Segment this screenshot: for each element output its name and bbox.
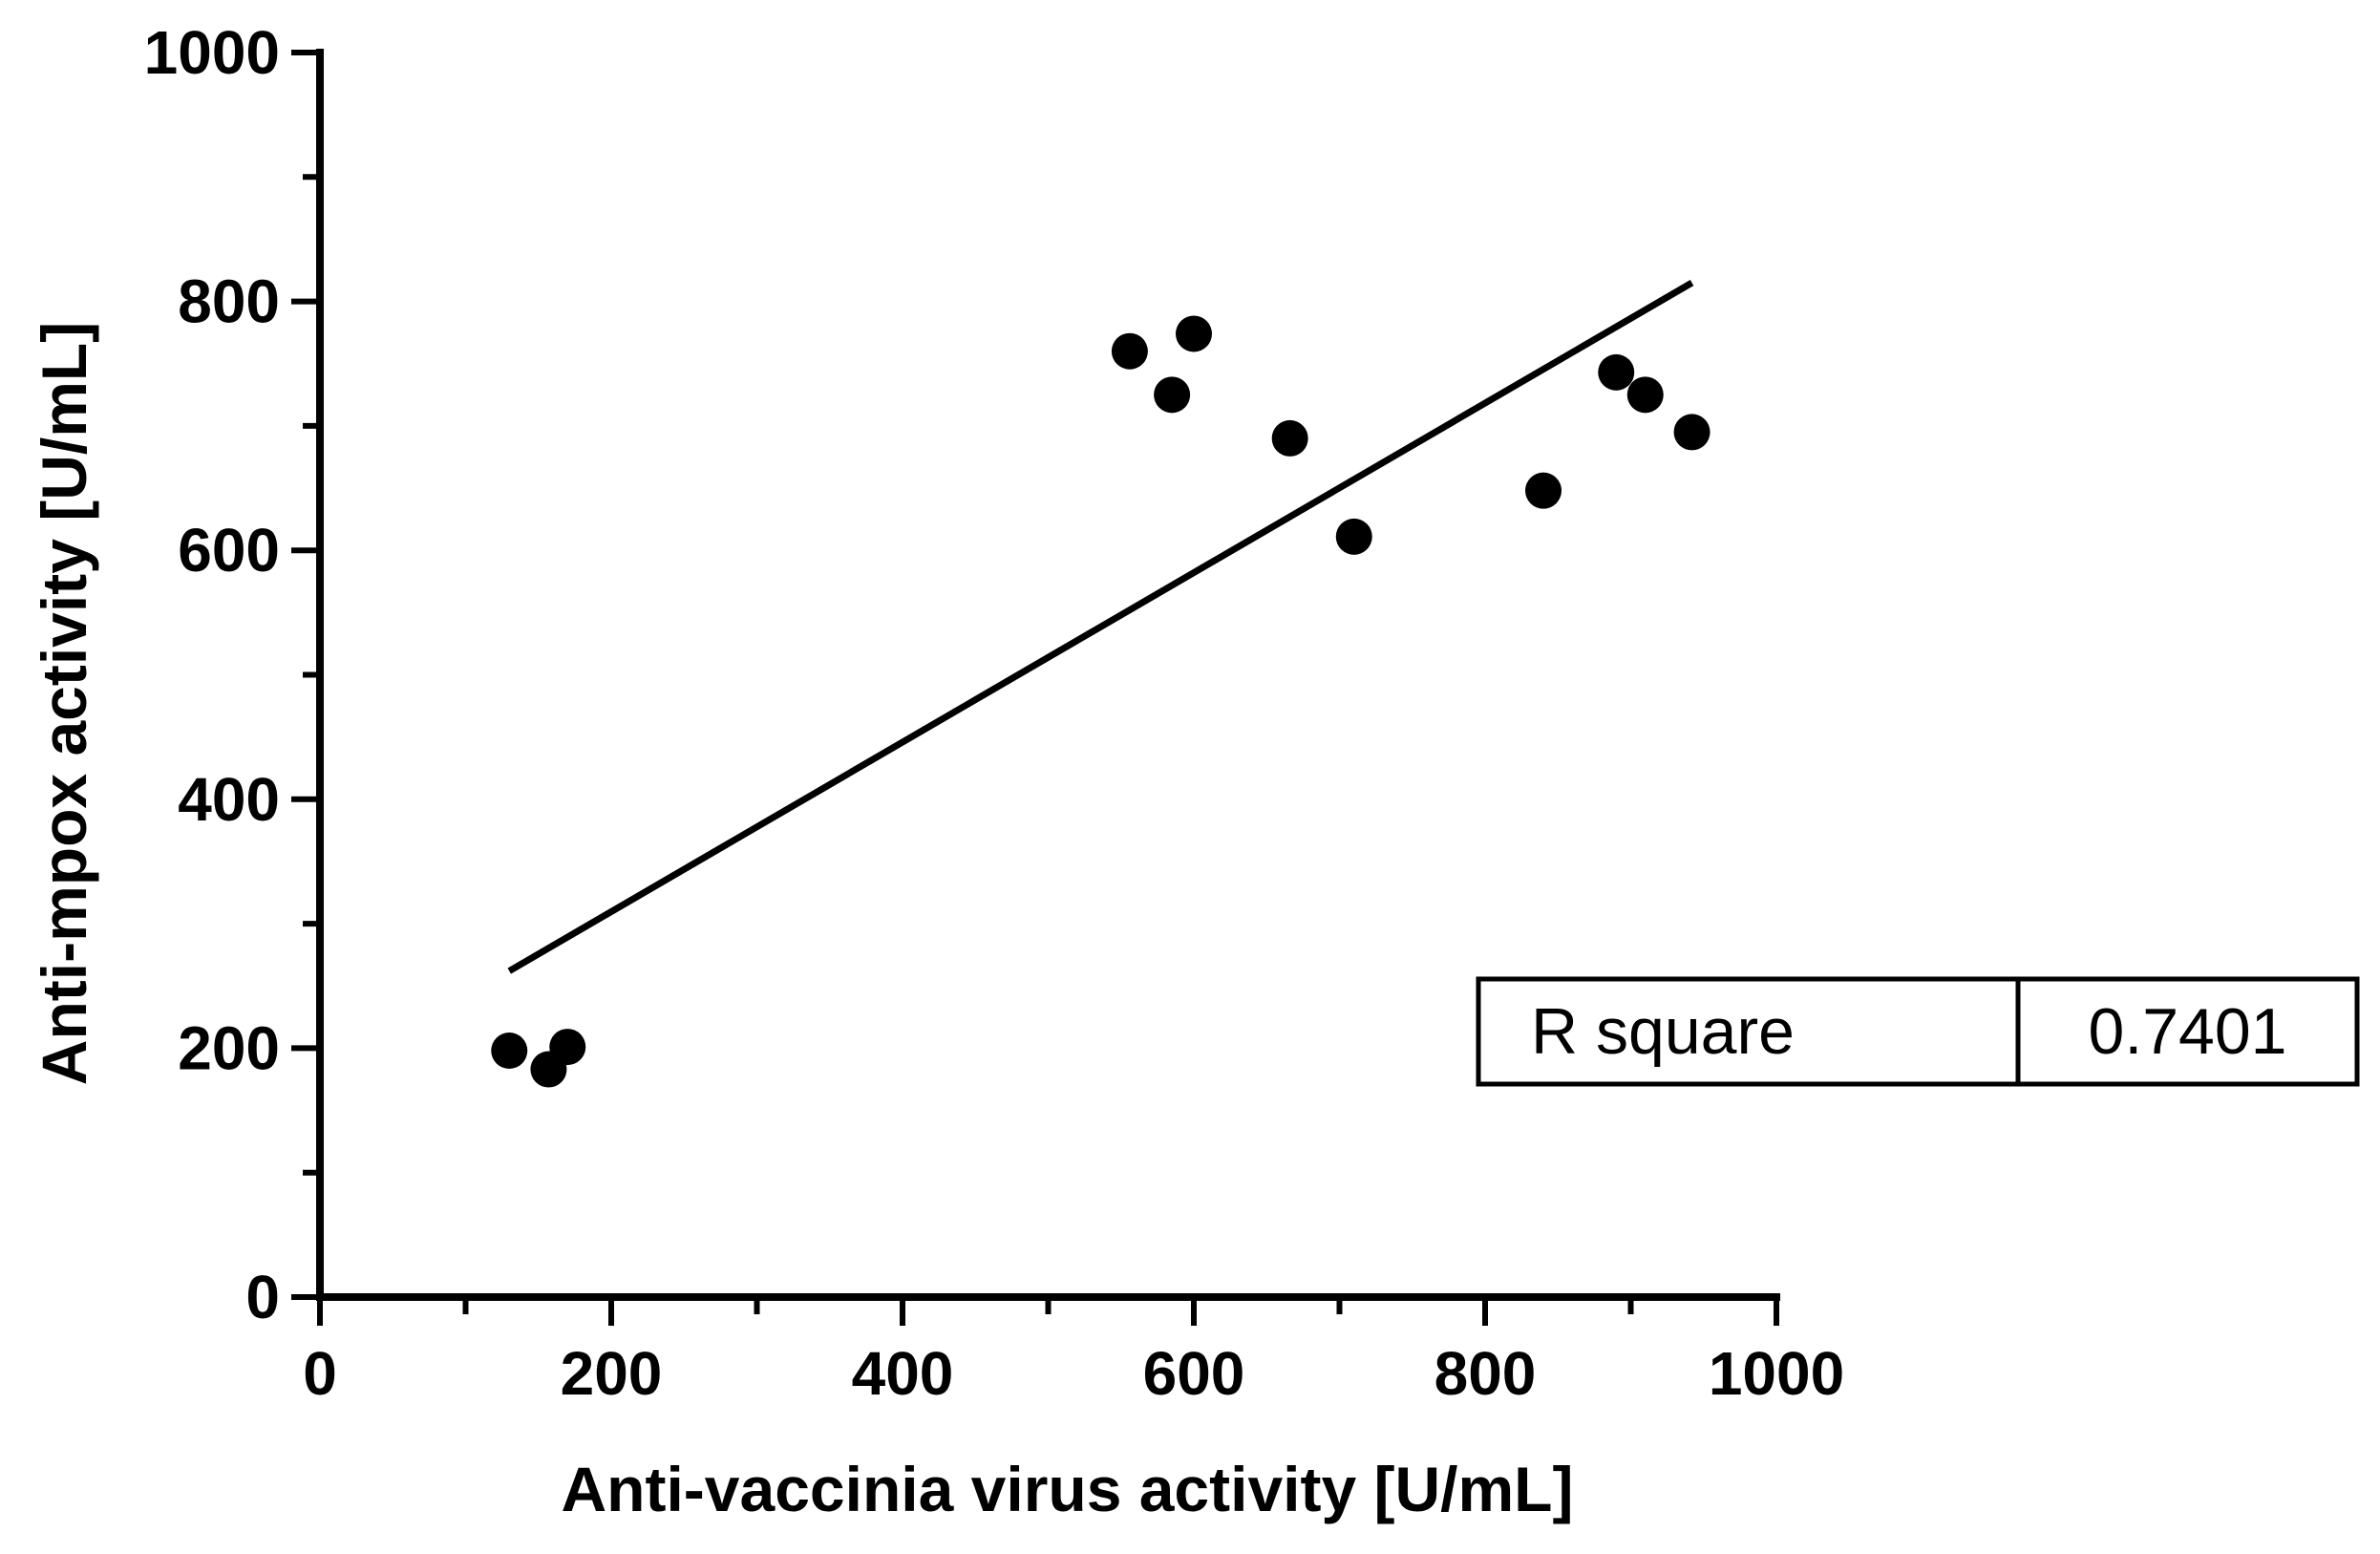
data-point (1335, 518, 1372, 555)
y-axis-ticks: 0 200 400 600 800 1000 (144, 18, 320, 1331)
data-point (1111, 332, 1148, 370)
data-point (549, 1029, 586, 1066)
y-tick-label: 600 (178, 516, 280, 585)
y-tick-label: 400 (178, 765, 280, 834)
x-tick-label: 200 (561, 1339, 663, 1408)
data-point (1626, 376, 1664, 414)
x-tick-label: 800 (1434, 1339, 1537, 1408)
data-points (491, 315, 1711, 1088)
data-point (1598, 353, 1635, 391)
axes (316, 49, 1780, 1301)
data-point (1176, 315, 1212, 352)
r-square-value: 0.7401 (2089, 995, 2287, 1068)
x-tick-label: 0 (303, 1339, 337, 1408)
data-point (491, 1032, 528, 1070)
data-point (1525, 472, 1562, 509)
x-tick-label: 400 (852, 1339, 954, 1408)
y-axis-title: Anti-mpox activity [U/mL] (29, 322, 99, 1085)
r-square-table-border (1476, 976, 2360, 1087)
r-square-table: R square 0.7401 (1476, 976, 2360, 1087)
x-axis-ticks: 0 200 400 600 800 1000 (303, 1297, 1844, 1408)
data-point (1673, 414, 1711, 451)
y-tick-label: 200 (178, 1013, 280, 1082)
y-tick-label: 1000 (144, 18, 280, 87)
data-point (1154, 376, 1191, 414)
x-tick-label: 600 (1143, 1339, 1245, 1408)
x-tick-label: 1000 (1709, 1339, 1844, 1408)
y-tick-label: 800 (178, 267, 280, 336)
regression-line (507, 280, 1694, 974)
y-tick-label: 0 (245, 1263, 280, 1331)
data-point (1271, 419, 1308, 457)
r-square-label: R square (1531, 995, 1795, 1068)
x-axis-title: Anti-vaccinia virus activity [U/mL] (562, 1454, 1574, 1524)
